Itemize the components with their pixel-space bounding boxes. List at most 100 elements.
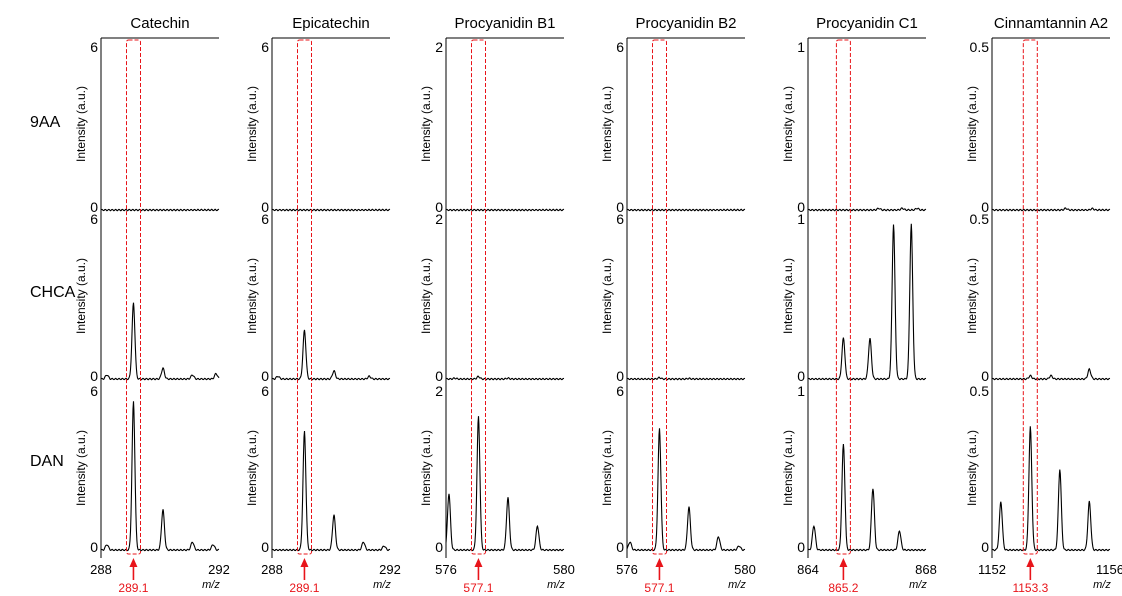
matrix-label-dan: DAN [30,453,64,470]
x-tick-max: 580 [553,562,575,577]
y-max-label: 1 [797,211,805,227]
y-min-label: 0 [435,539,443,555]
x-tick-min: 576 [435,562,457,577]
x-axis-label: m/z [728,579,746,591]
spectrum-trace-9aa [445,208,565,212]
y-min-label: 0 [261,539,269,555]
spectrum-trace-dan [807,444,927,552]
y-max-label: 2 [435,383,443,399]
compound-title-procyanidin-b2: Procyanidin B2 [636,15,737,32]
x-tick-max: 292 [208,562,230,577]
y-axis-label: Intensity (a.u.) [965,258,979,334]
y-min-label: 0 [261,368,269,384]
highlight-box [126,39,141,555]
y-min-label: 0 [981,199,989,215]
y-axis-label: Intensity (a.u.) [74,86,88,162]
y-axis-label: Intensity (a.u.) [74,430,88,506]
y-min-label: 0 [797,539,805,555]
matrix-label-9aa: 9AA [30,114,61,131]
spectrum-trace-chca [626,376,746,381]
y-axis-label: Intensity (a.u.) [245,430,259,506]
y-axis-label: Intensity (a.u.) [600,86,614,162]
highlight-arrow-head [839,558,848,567]
y-min-label: 0 [261,199,269,215]
highlight-mz-label: 289.1 [289,581,319,595]
y-axis-label: Intensity (a.u.) [781,258,795,334]
y-axis-label: Intensity (a.u.) [600,430,614,506]
highlight-arrow-head [300,558,309,567]
x-axis-label: m/z [1093,579,1111,591]
spectrum-trace-9aa [626,208,746,212]
compound-title-procyanidin-c1: Procyanidin C1 [816,15,918,32]
highlight-box [835,39,851,555]
x-tick-min: 288 [261,562,283,577]
x-tick-min: 864 [797,562,819,577]
y-max-label: 0.5 [970,211,990,227]
y-axis-label: Intensity (a.u.) [74,258,88,334]
highlight-box [297,39,312,555]
spectrum-trace-dan [271,430,391,552]
x-axis-label: m/z [909,579,927,591]
y-min-label: 0 [435,199,443,215]
y-max-label: 6 [90,383,98,399]
highlight-mz-label: 1153.3 [1012,581,1048,595]
y-max-label: 6 [90,39,98,55]
highlight-arrow-head [474,558,483,567]
y-axis-label: Intensity (a.u.) [419,430,433,506]
y-min-label: 0 [797,199,805,215]
y-axis-label: Intensity (a.u.) [781,86,795,162]
highlight-mz-label: 289.1 [118,581,148,595]
spectrum-trace-chca [807,223,927,381]
highlight-box [1022,39,1038,555]
highlight-arrow-head [655,558,664,567]
y-max-label: 1 [797,383,805,399]
x-axis-label: m/z [373,579,391,591]
spectrum-trace-dan [991,426,1111,552]
x-axis-label: m/z [202,579,220,591]
y-min-label: 0 [435,368,443,384]
y-max-label: 6 [261,383,269,399]
y-max-label: 6 [616,39,624,55]
spectrum-trace-chca [991,367,1111,381]
y-axis-label: Intensity (a.u.) [781,430,795,506]
highlight-arrow-head [1026,558,1035,567]
y-axis-label: Intensity (a.u.) [419,258,433,334]
spectrum-trace-9aa [100,208,220,212]
x-tick-min: 288 [90,562,112,577]
highlight-mz-label: 865.2 [828,581,858,595]
x-tick-max: 580 [734,562,756,577]
spectrum-trace-9aa [991,207,1111,212]
y-min-label: 0 [90,539,98,555]
y-max-label: 2 [435,39,443,55]
highlight-box [471,39,486,555]
spectrum-trace-chca [100,302,220,381]
spectrum-trace-chca [445,375,565,381]
compound-title-catechin: Catechin [130,15,189,32]
x-tick-max: 1156 [1096,562,1122,577]
y-max-label: 6 [261,39,269,55]
y-axis-label: Intensity (a.u.) [600,258,614,334]
y-min-label: 0 [981,539,989,555]
y-axis-label: Intensity (a.u.) [419,86,433,162]
y-min-label: 0 [616,539,624,555]
x-tick-max: 292 [379,562,401,577]
y-max-label: 6 [616,383,624,399]
matrix-label-chca: CHCA [30,284,76,301]
compound-title-epicatechin: Epicatechin [292,15,370,32]
compound-title-procyanidin-b1: Procyanidin B1 [455,15,556,32]
spectrum-trace-dan [445,416,565,552]
highlight-mz-label: 577.1 [644,581,674,595]
x-axis-label: m/z [547,579,565,591]
spectrum-trace-9aa [807,207,927,212]
y-min-label: 0 [616,368,624,384]
y-min-label: 0 [616,199,624,215]
y-max-label: 0.5 [970,383,990,399]
y-max-label: 6 [616,211,624,227]
highlight-box [652,39,667,555]
y-max-label: 1 [797,39,805,55]
x-tick-min: 1152 [978,562,1006,577]
y-min-label: 0 [90,199,98,215]
y-min-label: 0 [797,368,805,384]
y-axis-label: Intensity (a.u.) [245,258,259,334]
